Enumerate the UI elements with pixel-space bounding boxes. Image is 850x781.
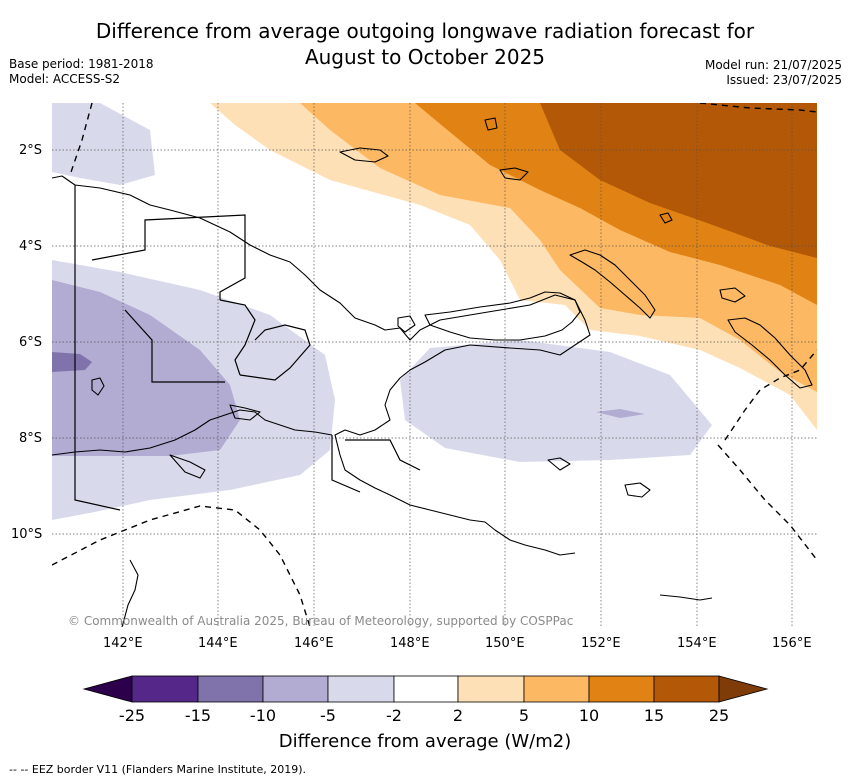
eez-border-east xyxy=(724,349,817,441)
lon-label-152e: 152°E xyxy=(581,636,621,651)
title-line-2: August to October 2025 xyxy=(304,45,546,69)
eez-legend: -- -- EEZ border V11 (Flanders Marine In… xyxy=(9,763,306,776)
map-area xyxy=(52,103,817,627)
province-border-4 xyxy=(239,324,311,381)
colorbar-title: Difference from average (W/m2) xyxy=(278,731,572,752)
colorbar-segment-7 xyxy=(523,675,590,703)
lat-label-8s: 8°S xyxy=(19,431,43,446)
cb-tick-8: 15 xyxy=(643,706,665,725)
trobriand-isl xyxy=(547,457,571,471)
anomaly-band-neg-strong xyxy=(52,352,92,372)
fly-delta-2 xyxy=(229,404,261,421)
meta-right: Model run: 21/07/2025 Issued: 23/07/2025 xyxy=(705,58,842,88)
borders xyxy=(74,185,421,511)
colorbar-segment-1 xyxy=(131,675,199,703)
indonesia-png-border xyxy=(74,185,121,511)
cb-tick-1: -15 xyxy=(184,706,212,725)
lon-label-142e: 142°E xyxy=(103,636,143,651)
colorbar-segment-9 xyxy=(653,675,720,703)
eez-border-se xyxy=(717,444,817,561)
admiralty-isl-2 xyxy=(484,117,498,131)
eez-border-ne xyxy=(699,103,817,113)
lat-label-10s: 10°S xyxy=(11,527,43,542)
eez-legend-text: -- EEZ border V11 (Flanders Marine Insti… xyxy=(20,763,307,776)
cb-tick-9: 25 xyxy=(708,706,730,725)
province-border-2 xyxy=(124,309,225,383)
cape-york xyxy=(121,559,139,627)
colorbar-segment-3 xyxy=(262,675,329,703)
meta-left: Base period: 1981-2018 Model: ACCESS-S2 xyxy=(9,57,154,87)
cb-tick-3: -5 xyxy=(320,706,336,725)
model-run-label: Model run: 21/07/2025 xyxy=(704,58,842,72)
lat-label-6s: 6°S xyxy=(19,335,43,350)
chart-title: Difference from average outgoing longwav… xyxy=(0,18,850,70)
eez-borders xyxy=(52,103,817,627)
lon-label-154e: 154°E xyxy=(677,636,717,651)
south-coast xyxy=(52,409,333,456)
lon-label-156e: 156°E xyxy=(772,636,812,651)
cb-tick-6: 5 xyxy=(518,706,530,725)
eez-legend-dash: -- xyxy=(9,763,21,776)
anomaly-band-neg-small xyxy=(596,409,645,418)
colorbar-arrow-left xyxy=(82,675,133,703)
lat-label-2s: 2°S xyxy=(19,143,43,158)
colorbar-arrow-right xyxy=(718,675,769,703)
anomaly-band-neg-east xyxy=(400,340,712,462)
lon-label-146e: 146°E xyxy=(294,636,334,651)
copyright-text: © Commonwealth of Australia 2025, Bureau… xyxy=(68,614,574,628)
island-mid xyxy=(397,315,416,333)
title-line-1: Difference from average outgoing longwav… xyxy=(95,19,755,43)
colorbar-segment-2 xyxy=(197,675,264,703)
manus-coast xyxy=(339,147,389,163)
cb-tick-7: 10 xyxy=(578,706,600,725)
province-border-5 xyxy=(331,435,361,493)
louisiade-isl xyxy=(659,594,713,601)
province-border-3 xyxy=(219,299,256,376)
islands-east xyxy=(659,212,673,224)
anomaly-band-neg-mid xyxy=(52,280,240,456)
woodlark-isl xyxy=(624,482,651,498)
bougainville-coast xyxy=(727,317,813,389)
anomaly-band-15-25 xyxy=(540,103,817,258)
colorbar-segment-5 xyxy=(393,675,459,703)
eez-border-south xyxy=(52,505,311,627)
bougainville-north xyxy=(719,287,746,303)
new-ireland-coast xyxy=(569,249,656,319)
coastlines xyxy=(52,117,813,627)
new-britain-coast xyxy=(424,291,581,341)
lat-label-4s: 4°S xyxy=(19,239,43,254)
cb-tick-5: 2 xyxy=(452,706,464,725)
colorbar xyxy=(82,675,769,703)
lon-label-150e: 150°E xyxy=(485,636,525,651)
model-label: Model: ACCESS-S2 xyxy=(9,72,121,86)
new-guinea-coast xyxy=(52,175,591,556)
islands-ne xyxy=(499,167,529,181)
west-island xyxy=(91,377,105,396)
anomaly-band-neg-north xyxy=(52,103,155,185)
cb-tick-2: -10 xyxy=(249,706,277,725)
lon-label-148e: 148°E xyxy=(390,636,430,651)
cb-tick-4: -2 xyxy=(386,706,402,725)
lon-label-144e: 144°E xyxy=(198,636,238,651)
colorbar-segment-6 xyxy=(457,675,525,703)
province-border-1 xyxy=(91,214,246,300)
issued-label: Issued: 23/07/2025 xyxy=(726,73,842,87)
base-period-label: Base period: 1981-2018 xyxy=(9,57,154,71)
fly-delta-1 xyxy=(169,454,206,479)
cb-tick-0: -25 xyxy=(118,706,146,725)
colorbar-segment-8 xyxy=(588,675,655,703)
province-border-6 xyxy=(345,439,421,471)
eez-border-west xyxy=(69,103,93,176)
colorbar-segment-4 xyxy=(327,675,395,703)
